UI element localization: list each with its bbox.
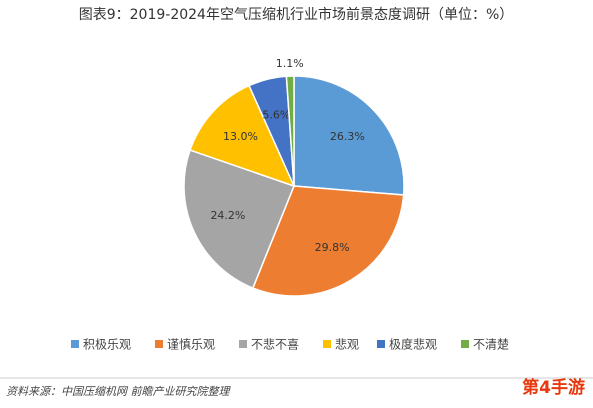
legend-label: 不悲不喜 xyxy=(251,337,299,352)
legend-swatch xyxy=(323,340,331,348)
legend-swatch xyxy=(377,340,385,348)
data-label: 13.0% xyxy=(223,130,258,143)
legend-label: 极度悲观 xyxy=(389,337,437,352)
data-label: 26.3% xyxy=(330,130,365,143)
data-label: 5.6% xyxy=(262,109,290,122)
pie-slice xyxy=(285,75,295,187)
legend-swatch xyxy=(239,340,247,348)
pie-slice xyxy=(251,185,405,297)
data-label: 29.8% xyxy=(315,241,350,254)
legend-swatch xyxy=(71,340,79,348)
legend-label: 积极乐观 xyxy=(83,338,131,352)
legend-swatch xyxy=(461,340,469,348)
data-label: 24.2% xyxy=(210,209,245,222)
legend-label: 谨慎乐观 xyxy=(167,338,215,352)
source: 资料来源：中国压缩机网 前瞻产业研究院整理 xyxy=(6,385,231,398)
legend-label: 不清楚 xyxy=(473,338,509,352)
legend-label: 悲观 xyxy=(335,337,359,352)
chart-title: 图表9：2019-2024年空气压缩机行业市场前景态度调研（单位：%） xyxy=(79,6,514,23)
data-label: 1.1% xyxy=(276,57,304,70)
pie-slice xyxy=(183,149,295,289)
legend-swatch xyxy=(155,340,163,348)
pie-slice xyxy=(293,75,405,196)
pie-slice xyxy=(189,84,296,188)
watermark: 第4手游 xyxy=(522,377,585,398)
